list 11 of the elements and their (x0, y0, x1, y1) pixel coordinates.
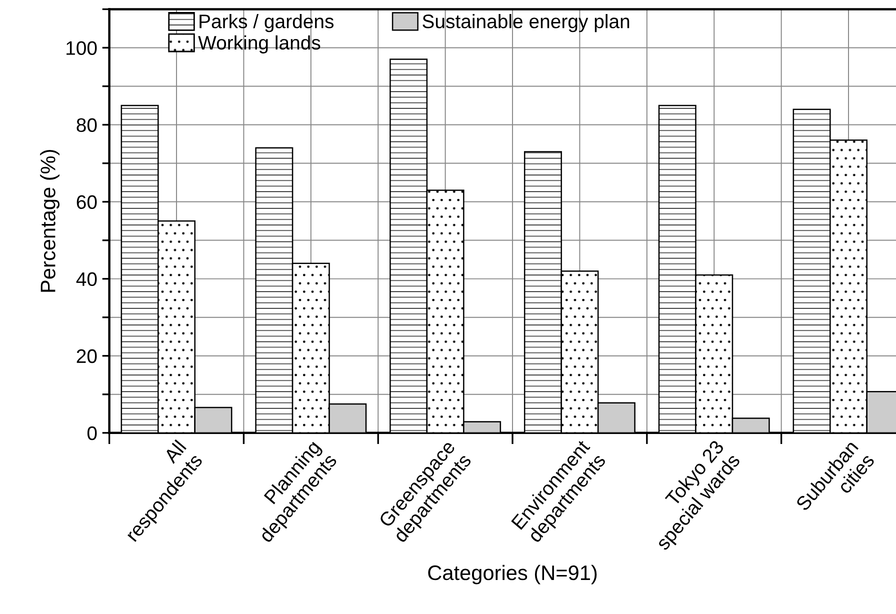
y-tick-label: 20 (76, 349, 97, 364)
y-tick-label: 0 (87, 426, 97, 440)
legend-label: Sustainable energy plan (422, 14, 630, 32)
y-tick-label: 40 (76, 272, 97, 286)
legend-label: Parks / gardens (200, 14, 334, 32)
y-axis-title: Percentage (%) (40, 150, 60, 292)
y-tick-label: 100 (66, 41, 97, 55)
y-tick-label: 80 (76, 118, 97, 132)
legend-label: Working lands (198, 35, 320, 54)
x-axis-title: Categories (N=91) (428, 564, 597, 584)
y-tick-label: 60 (76, 195, 97, 210)
